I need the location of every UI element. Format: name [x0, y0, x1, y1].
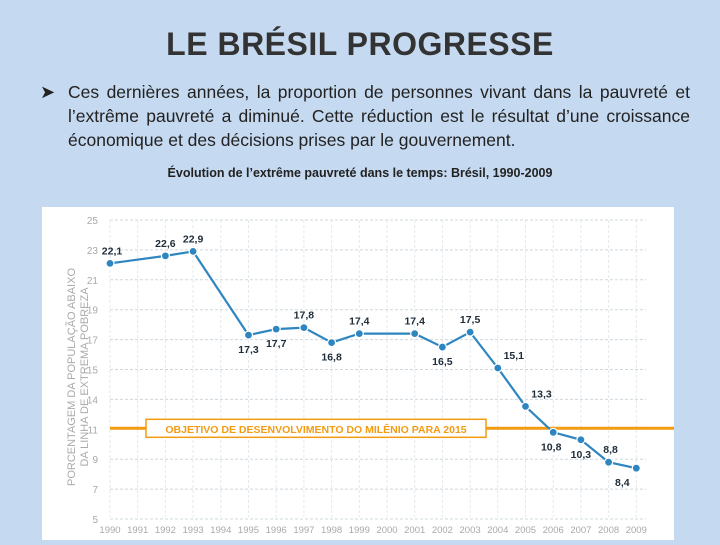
data-label: 22,6 — [155, 238, 176, 250]
arrow-bullet-icon: ➤ — [40, 82, 56, 102]
slide-title: LE BRÉSIL PROGRESSE — [166, 26, 554, 62]
y-tick-label: 19 — [87, 306, 99, 317]
x-tick-label: 1996 — [266, 525, 287, 536]
x-tick-label: 2009 — [626, 525, 647, 536]
chart-caption: Évolution de l’extrême pauvreté dans le … — [167, 166, 553, 180]
data-label: 22,9 — [183, 233, 204, 245]
data-label: 15,1 — [504, 350, 525, 362]
y-tick-label: 15 — [87, 366, 99, 377]
x-tick-label: 1993 — [183, 525, 204, 536]
x-tick-label: 1997 — [293, 525, 314, 536]
x-tick-label: 2003 — [460, 525, 481, 536]
x-tick-label: 2005 — [515, 525, 536, 536]
data-point — [327, 337, 337, 348]
x-tick-label: 2007 — [570, 525, 591, 536]
x-tick-label: 2000 — [376, 525, 397, 536]
reference-goal: OBJETIVO DE DESENVOLVIMENTO DO MILÊNIO P… — [110, 418, 674, 439]
data-point — [437, 342, 447, 352]
data-point — [299, 323, 309, 333]
x-axis-ticks: 1990 1991 1992 1993 1994 1995 1996 1997 1998 1999… — [99, 525, 646, 536]
data-label: 16,8 — [321, 352, 342, 364]
x-tick-label: 1998 — [321, 525, 342, 536]
y-tick-label: 11 — [88, 425, 99, 436]
data-point — [576, 435, 586, 445]
data-point — [410, 329, 420, 339]
y-tick-label: 17 — [87, 336, 99, 347]
data-label: 17,8 — [294, 310, 315, 322]
bullet-point: ➤ Ces dernières années, la proportion de… — [40, 80, 690, 152]
y-axis-ticks: 25 23 21 19 17 15 14 11 9 7 5 — [87, 216, 99, 526]
y-tick-label: 5 — [92, 515, 98, 526]
x-tick-label: 2008 — [598, 525, 619, 536]
x-tick-label: 1994 — [210, 525, 231, 536]
data-label: 17,7 — [266, 338, 287, 350]
goal-label-box — [145, 418, 487, 439]
bullet-text: Ces dernières années, la proportion de p… — [68, 82, 690, 150]
y-tick-label: 7 — [92, 485, 98, 496]
y-axis-label-line1: PORCENTAGEM DA POPULAÇÃO ABAIXO — [65, 268, 78, 486]
data-point — [243, 330, 254, 340]
x-tick-label: 1995 — [238, 525, 259, 536]
data-label: 17,5 — [460, 314, 481, 326]
grid-lines — [109, 219, 646, 520]
data-point — [631, 463, 641, 473]
y-axis-label-line2: DA LINHA DE EXTREMA POBREZA — [79, 287, 91, 467]
data-point — [160, 251, 171, 261]
data-label: 8,4 — [615, 477, 630, 489]
data-point — [465, 327, 475, 337]
y-tick-label: 21 — [87, 276, 99, 287]
data-point — [603, 457, 614, 467]
x-tick-label: 1992 — [155, 525, 176, 536]
data-label: 13,3 — [531, 388, 552, 400]
data-label: 16,5 — [432, 356, 453, 368]
poverty-line-chart: 25 23 21 19 17 15 14 11 9 7 5 1990 1991 1992 1993 1994… — [65, 216, 674, 536]
x-tick-label: 2002 — [432, 525, 453, 536]
x-tick-label: 1999 — [349, 525, 370, 536]
data-label: 10,8 — [541, 441, 562, 453]
data-label: 17,4 — [349, 316, 370, 328]
data-label: 17,3 — [238, 344, 259, 356]
data-point — [105, 258, 115, 268]
y-tick-label: 23 — [87, 246, 99, 257]
data-label: 10,3 — [571, 449, 592, 461]
data-point — [188, 246, 198, 256]
goal-label: OBJETIVO DE DESENVOLVIMENTO DO MILÊNIO P… — [165, 423, 466, 436]
y-tick-label: 9 — [92, 455, 98, 466]
data-point — [548, 427, 558, 437]
x-tick-label: 1991 — [127, 525, 148, 536]
data-point — [354, 329, 364, 339]
chart-panel: 25 23 21 19 17 15 14 11 9 7 5 1990 1991 1992 1993 1994… — [42, 207, 674, 540]
x-tick-label: 1990 — [99, 525, 120, 536]
data-point — [493, 363, 503, 373]
data-label: 17,4 — [404, 316, 425, 328]
series-extrema-pobreza: 22,1 22,6 22,9 17,3 17,7 17,8 16,8 17,4 17,4 16,5… — [102, 233, 641, 489]
data-point — [520, 401, 531, 411]
x-tick-label: 2006 — [543, 525, 564, 536]
data-label: 8,8 — [603, 444, 618, 456]
data-point — [271, 324, 281, 334]
y-tick-label: 25 — [87, 216, 99, 227]
x-tick-label: 2001 — [404, 525, 425, 536]
data-label: 22,1 — [102, 245, 123, 257]
x-tick-label: 2004 — [487, 525, 508, 536]
y-tick-label: 14 — [87, 395, 99, 406]
